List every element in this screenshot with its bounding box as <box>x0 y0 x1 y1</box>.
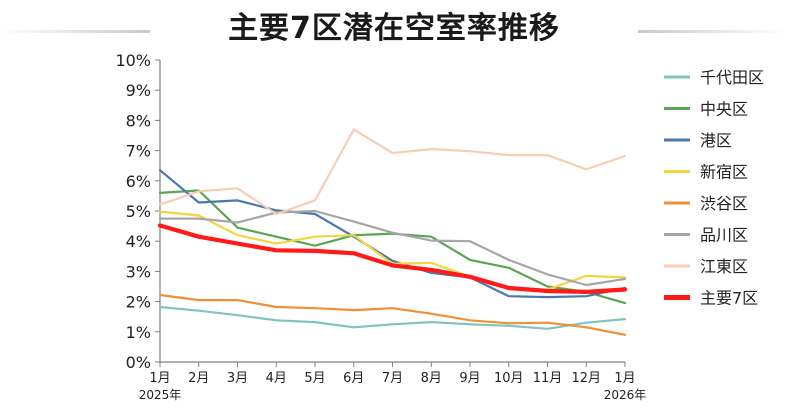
x-tick-label: 7月 <box>382 371 403 386</box>
x-year-label: 2025年 <box>139 388 182 402</box>
y-tick-label: 3% <box>126 262 151 281</box>
y-tick-label: 0% <box>126 353 151 372</box>
series-line-4 <box>158 293 627 336</box>
x-tick-label: 1月 <box>614 371 635 386</box>
x-tick-label: 9月 <box>459 371 480 386</box>
x-tick-label: 4月 <box>266 371 287 386</box>
series-line-5 <box>158 209 627 287</box>
series-line-2 <box>158 169 627 299</box>
legend-label-4: 渋谷区 <box>700 194 748 213</box>
x-tick-label: 6月 <box>343 371 364 386</box>
series-line-7 <box>157 223 628 294</box>
y-tick-label: 7% <box>126 142 151 161</box>
title-rule-right <box>638 30 788 33</box>
y-tick-label: 1% <box>126 323 151 342</box>
title-rule-left <box>0 30 150 33</box>
series-line-3 <box>158 210 627 291</box>
legend-label-7: 主要7区 <box>700 289 758 308</box>
y-tick-label: 6% <box>126 172 151 191</box>
y-tick-label: 4% <box>126 232 151 251</box>
legend-label-6: 江東区 <box>700 257 748 276</box>
legend-label-5: 品川区 <box>700 226 748 245</box>
series-lines <box>157 128 628 336</box>
x-tick-label: 5月 <box>304 371 325 386</box>
x-tick-label: 2月 <box>188 371 209 386</box>
y-tick-label: 10% <box>115 51 151 70</box>
y-tick-label: 9% <box>126 81 151 100</box>
legend-label-3: 新宿区 <box>700 163 748 182</box>
y-tick-label: 2% <box>126 293 151 312</box>
axes: 0% 1% 2% 3% 4% 5% 6% 7% 8% 9% 10% 1月 2月 3月 4月 5月 6月 7月 8月 9… <box>115 51 646 402</box>
series-line-6 <box>158 128 627 216</box>
legend-label-0: 千代田区 <box>700 68 764 87</box>
x-year-label: 2026年 <box>604 388 647 402</box>
x-tick-label: 10月 <box>494 371 524 386</box>
x-tick-label: 11月 <box>533 371 563 386</box>
x-tick-label: 12月 <box>571 371 601 386</box>
x-tick-label: 8月 <box>421 371 442 386</box>
x-tick-label: 1月 <box>149 371 170 386</box>
legend-label-1: 中央区 <box>700 100 748 119</box>
chart-title: 主要7区潜在空室率推移 <box>228 11 560 46</box>
y-tick-label: 5% <box>126 202 151 221</box>
y-tick-label: 8% <box>126 111 151 130</box>
legend-label-2: 港区 <box>700 131 732 150</box>
series-line-0 <box>158 305 627 330</box>
x-tick-label: 3月 <box>227 371 248 386</box>
